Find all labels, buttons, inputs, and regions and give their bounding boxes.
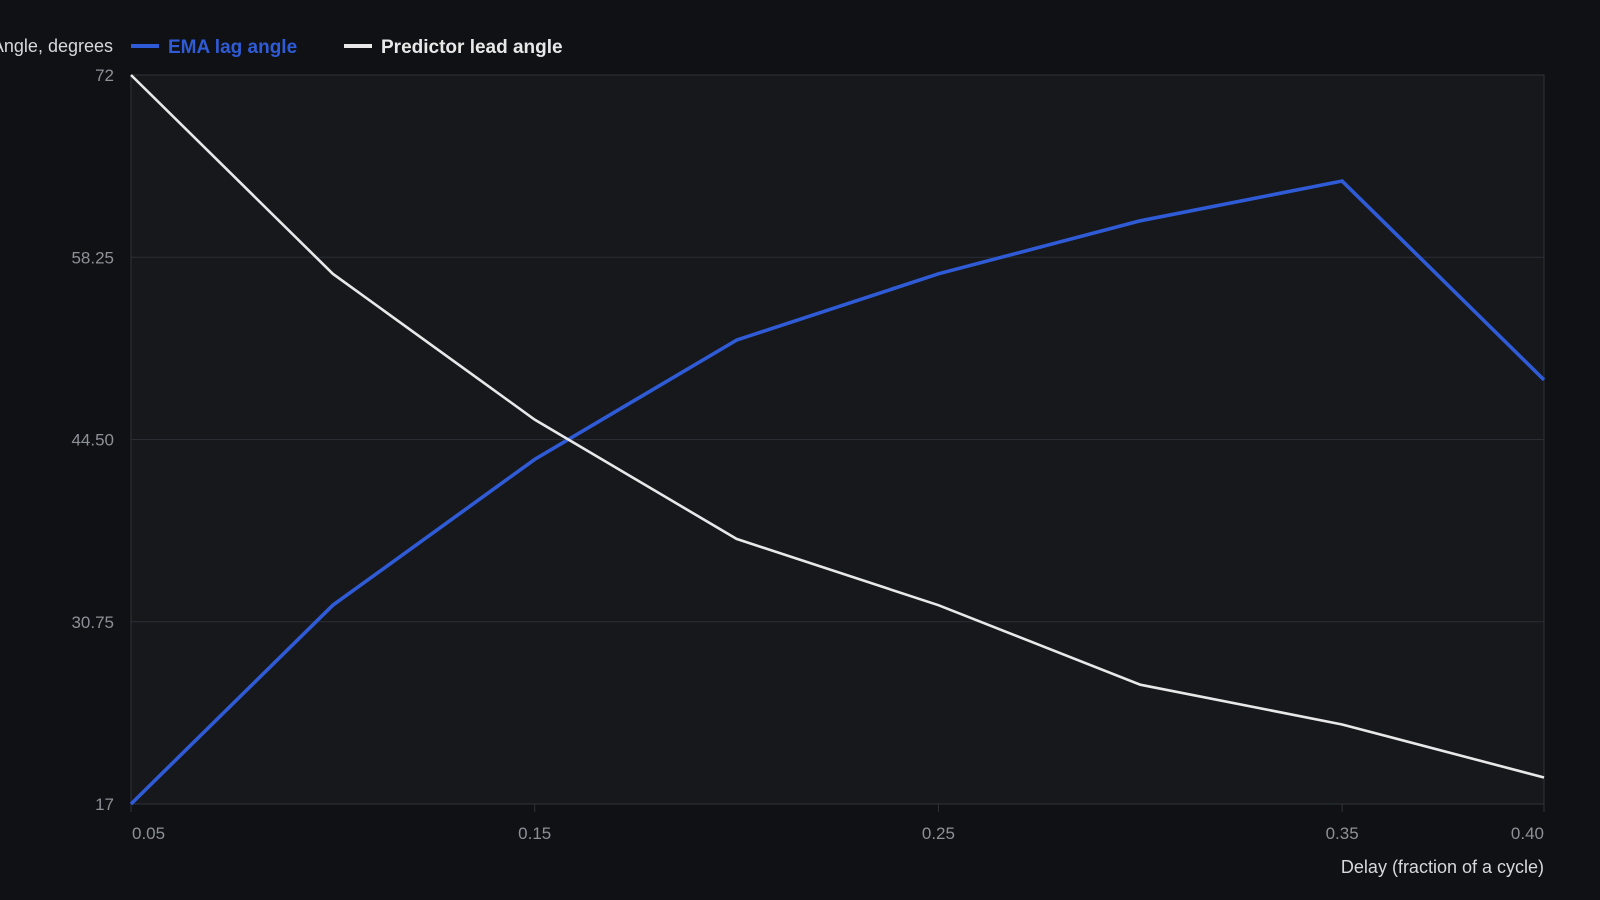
legend-label-ema: EMA lag angle [168,37,297,58]
y-tick-label: 58.25 [71,248,114,267]
grid-lines [131,256,1544,623]
series-line-predictor-lead [130,74,1545,779]
x-axis-ticks: 0.05 0.15 0.25 0.35 0.40 [130,804,1545,843]
x-tick-label: 0.40 [1511,824,1544,843]
y-tick-label: 30.75 [71,613,114,632]
y-tick-label: 17 [95,795,114,814]
y-axis-title: Angle, degrees [0,36,113,56]
x-tick-label: 0.25 [922,824,955,843]
y-axis-ticks: 17 30.75 44.50 58.25 72 [71,66,114,814]
x-tick-label: 0.35 [1326,824,1359,843]
legend: EMA lag angle Predictor lead angle [131,37,563,58]
series-line-ema-lag [129,179,1546,806]
series-lines [129,74,1546,806]
x-axis-title: Delay (fraction of a cycle) [1341,857,1544,877]
x-tick-label: 0.05 [132,824,165,843]
x-tick-label: 0.15 [518,824,551,843]
y-tick-label: 44.50 [71,431,114,450]
y-tick-label: 72 [95,66,114,85]
legend-label-predictor: Predictor lead angle [381,37,563,58]
